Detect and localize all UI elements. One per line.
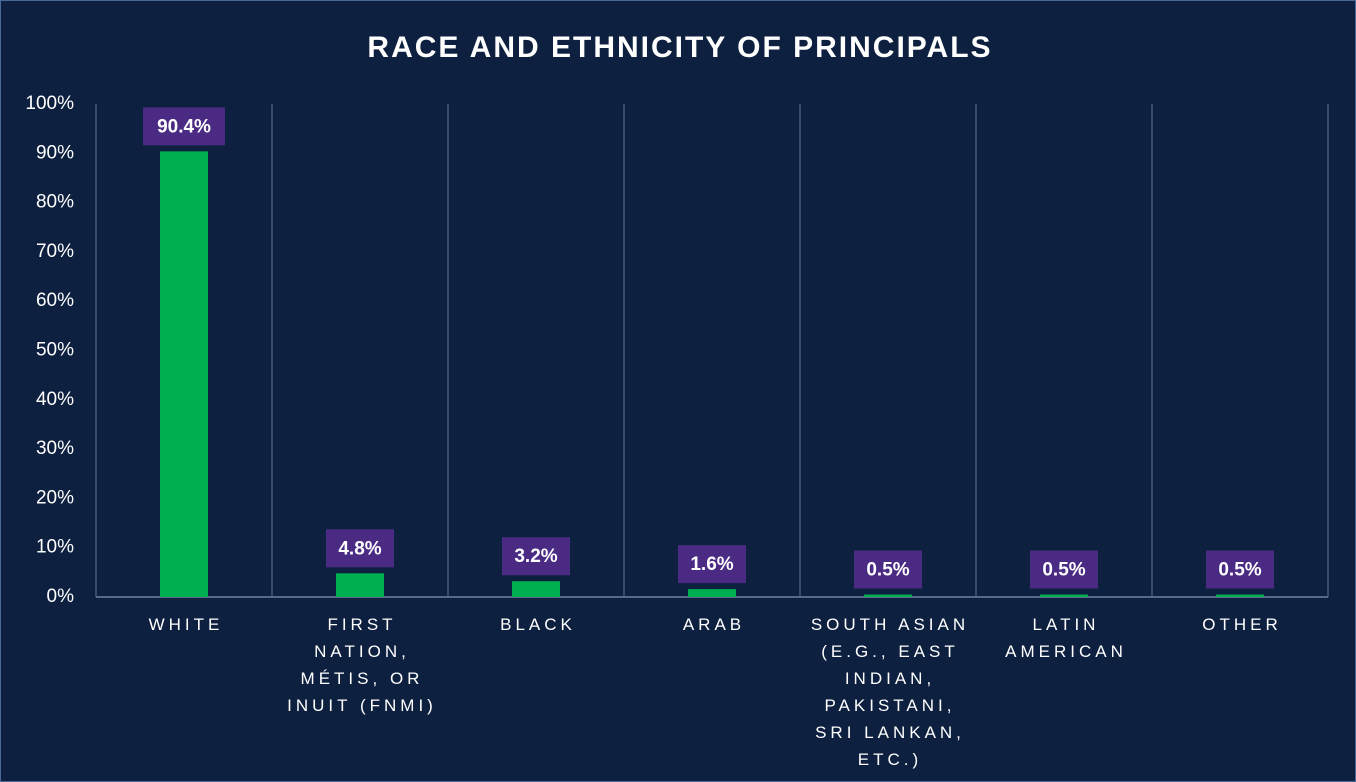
y-tick-label: 90% — [36, 142, 74, 163]
data-label-box — [143, 107, 225, 146]
data-label: 90.4% — [157, 116, 211, 137]
y-tick-label: 50% — [36, 340, 74, 361]
x-tick-label: OTHER — [1202, 615, 1282, 634]
bar — [336, 573, 384, 597]
chart-title: RACE AND ETHNICITY OF PRINCIPALS — [367, 31, 992, 64]
y-tick-label: 80% — [36, 192, 74, 213]
data-label: 0.5% — [1218, 560, 1261, 581]
x-tick-label: LATIN AMERICAN — [1005, 615, 1127, 661]
data-label: 1.6% — [690, 554, 733, 575]
bar — [160, 151, 208, 597]
bar — [512, 581, 560, 597]
bar — [1040, 594, 1088, 597]
data-label: 4.8% — [338, 538, 381, 559]
y-tick-label: 40% — [36, 389, 74, 410]
data-label-box — [326, 529, 394, 568]
x-tick-label: BLACK — [500, 615, 576, 634]
data-label-box — [1030, 550, 1098, 589]
data-label-box — [502, 537, 570, 576]
data-label-box — [678, 545, 746, 584]
x-tick-label: SOUTH ASIAN (E.G., EAST INDIAN, PAKISTAN… — [810, 615, 970, 769]
data-label-box — [1206, 550, 1274, 589]
bar — [864, 594, 912, 597]
x-tick-label: FIRST NATION, MÉTIS, OR INUIT (FNMI) — [287, 615, 437, 715]
y-tick-label: 60% — [36, 290, 74, 311]
y-tick-label: 20% — [36, 487, 74, 508]
y-tick-label: 10% — [36, 537, 74, 558]
data-label: 0.5% — [866, 560, 909, 581]
y-tick-label: 0% — [47, 586, 75, 607]
y-tick-label: 100% — [25, 93, 74, 114]
x-tick-label: WHITE — [148, 615, 224, 634]
data-label: 0.5% — [1042, 560, 1085, 581]
y-tick-label: 30% — [36, 438, 74, 459]
data-label-box — [854, 550, 922, 589]
x-tick-label: ARAB — [682, 615, 746, 634]
bar — [688, 589, 736, 597]
data-label: 3.2% — [514, 546, 557, 567]
bar — [1216, 594, 1264, 597]
y-tick-label: 70% — [36, 241, 74, 262]
